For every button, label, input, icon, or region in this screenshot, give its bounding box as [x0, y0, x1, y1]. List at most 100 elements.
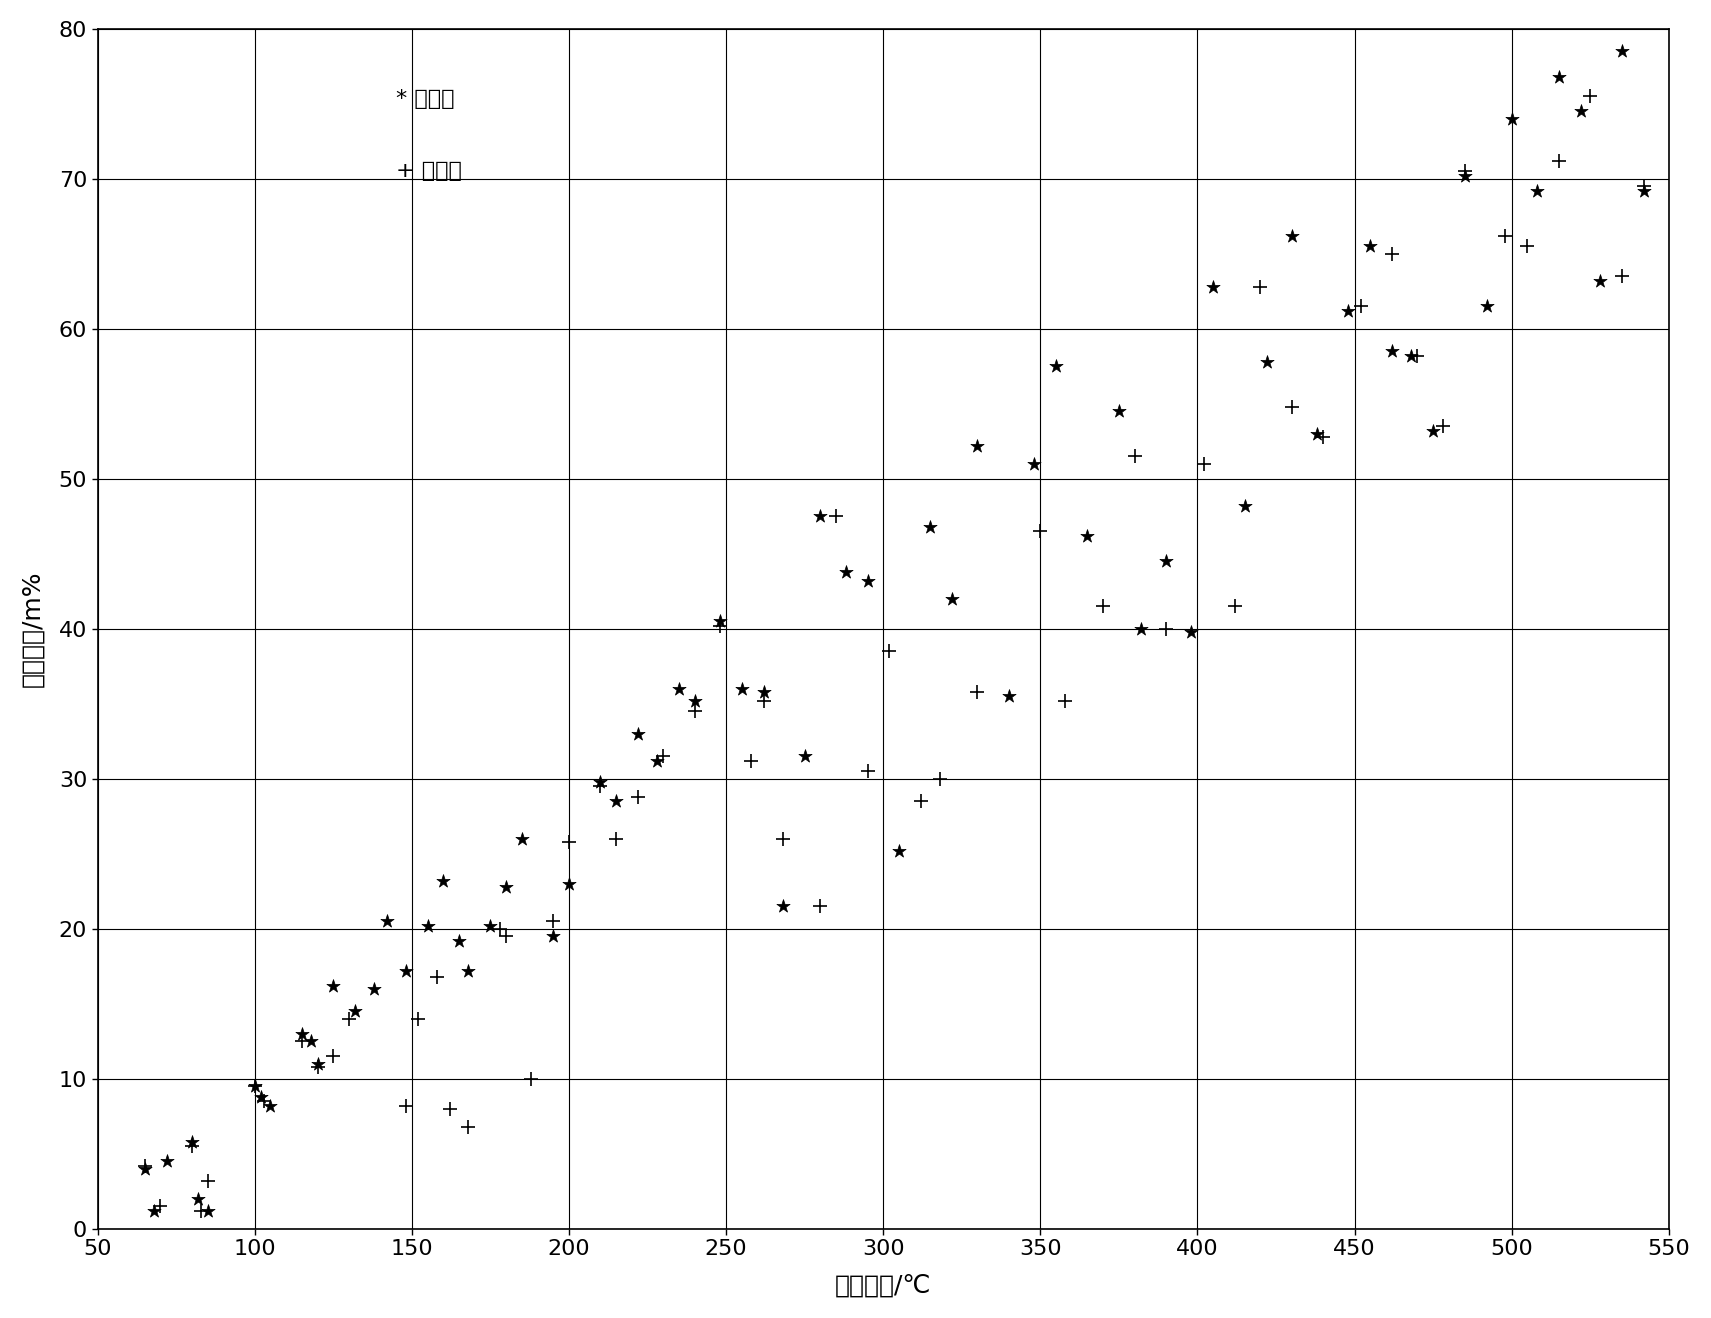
Point: [1347, 295, 1374, 316]
Point: [1398, 345, 1425, 366]
Point: [361, 978, 388, 999]
Point: [1492, 225, 1519, 246]
Point: [1247, 277, 1275, 298]
Point: [1304, 423, 1331, 444]
Point: [455, 961, 483, 982]
Point: [1514, 236, 1542, 257]
Point: [1379, 244, 1406, 265]
Point: [287, 1023, 315, 1044]
Point: [650, 746, 678, 767]
Point: [1631, 181, 1658, 202]
Point: [147, 1195, 175, 1217]
Point: [342, 1000, 370, 1021]
Point: [996, 685, 1023, 706]
Point: [1451, 161, 1478, 182]
Point: [749, 681, 777, 702]
Point: [414, 915, 441, 936]
Point: [1608, 41, 1636, 62]
Point: [963, 435, 991, 456]
Point: [1177, 621, 1205, 642]
Point: [907, 791, 934, 812]
Point: [193, 1170, 221, 1191]
Point: [1357, 236, 1384, 257]
Point: [1278, 225, 1305, 246]
Point: [1473, 295, 1501, 316]
Point: [1199, 277, 1227, 298]
Point: [625, 724, 652, 745]
Point: [178, 1131, 205, 1152]
Point: [643, 750, 671, 771]
Point: [1451, 165, 1478, 186]
Point: [539, 911, 566, 932]
Point: [1090, 596, 1117, 617]
Point: [1631, 175, 1658, 196]
Point: [335, 1008, 363, 1029]
Point: [854, 760, 881, 782]
Point: [305, 1056, 332, 1077]
Point: [602, 828, 630, 849]
Point: [707, 616, 734, 637]
Point: [518, 1069, 546, 1090]
Point: [1545, 66, 1572, 87]
Point: [193, 1201, 221, 1222]
X-axis label: 馏出温度/℃: 馏出温度/℃: [835, 1273, 931, 1297]
Point: [320, 975, 347, 996]
Point: [132, 1159, 159, 1180]
Point: [1128, 618, 1155, 639]
Point: [486, 919, 513, 940]
Point: [1545, 150, 1572, 171]
Point: [1576, 86, 1603, 107]
Point: [320, 1045, 347, 1066]
Point: [1121, 445, 1148, 467]
Point: [404, 1008, 431, 1029]
Point: [1309, 426, 1336, 447]
Point: [823, 506, 850, 527]
Point: [1278, 397, 1305, 418]
Point: [1523, 181, 1550, 202]
Point: [436, 1098, 464, 1119]
Point: [926, 768, 953, 789]
Point: [707, 610, 734, 631]
Point: [876, 641, 903, 662]
Point: [241, 1075, 269, 1097]
Point: [1027, 521, 1054, 542]
Point: [1042, 356, 1069, 377]
Point: [1567, 100, 1595, 121]
Point: [729, 679, 756, 700]
Point: [885, 841, 912, 862]
Point: [132, 1156, 159, 1177]
Point: [790, 746, 818, 767]
Point: [1499, 108, 1526, 129]
Text: + 实测値: + 实测値: [397, 161, 462, 181]
Point: [493, 925, 520, 946]
Point: [1052, 691, 1080, 712]
Point: [963, 681, 991, 702]
Point: [1152, 618, 1179, 639]
Point: [298, 1031, 325, 1052]
Point: [508, 828, 536, 849]
Point: [1586, 270, 1613, 291]
Text: * 预测値: * 预测値: [397, 88, 455, 109]
Point: [556, 832, 583, 853]
Point: [445, 931, 472, 952]
Point: [587, 771, 614, 792]
Point: [287, 1031, 315, 1052]
Point: [854, 571, 881, 592]
Point: [1105, 401, 1133, 422]
Point: [392, 1095, 419, 1116]
Point: [248, 1086, 275, 1107]
Point: [602, 791, 630, 812]
Y-axis label: 馏分收率/m%: 馏分收率/m%: [21, 571, 44, 687]
Point: [768, 896, 796, 917]
Point: [1252, 352, 1280, 373]
Point: [737, 750, 765, 771]
Point: [768, 828, 796, 849]
Point: [429, 870, 457, 891]
Point: [806, 506, 833, 527]
Point: [1420, 420, 1448, 442]
Point: [681, 691, 708, 712]
Point: [455, 1116, 483, 1137]
Point: [423, 966, 450, 987]
Point: [587, 776, 614, 797]
Point: [556, 874, 583, 895]
